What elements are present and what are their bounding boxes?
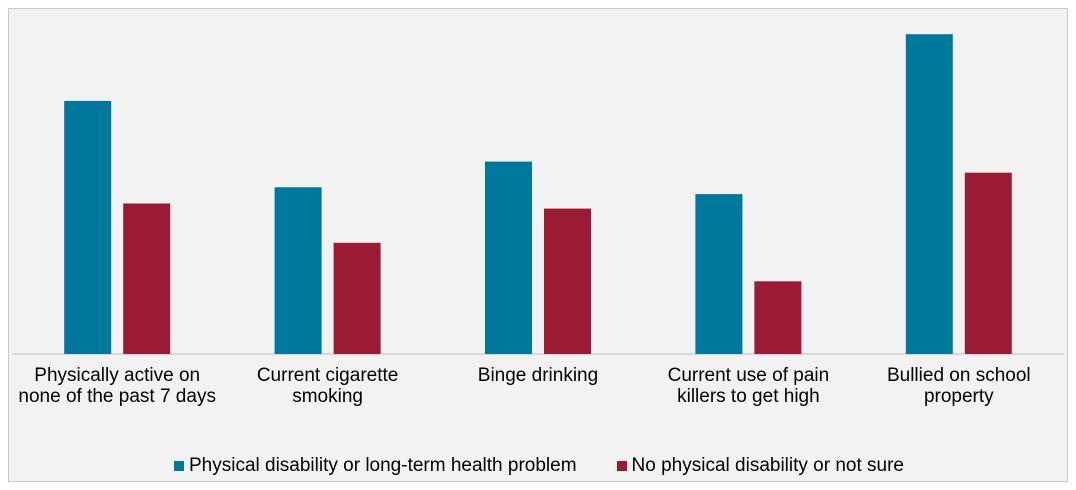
legend: Physical disability or long-term health … [9, 455, 1069, 477]
category-label: Current cigarette smoking [256, 365, 399, 407]
category-label: Physically active on none of the past 7 … [18, 365, 216, 407]
category-label: Current use of pain killers to get high [667, 365, 830, 407]
legend-swatch [173, 461, 184, 471]
bar-series-1-category-2 [274, 187, 322, 354]
legend-swatch [616, 461, 627, 471]
legend-item-series-2: No physical disability or not sure [616, 455, 905, 477]
bar-series-1-category-3 [485, 161, 532, 354]
legend-label: No physical disability or not sure [631, 455, 905, 476]
legend-item-series-1: Physical disability or long-term health … [173, 455, 577, 477]
category-label: Binge drinking [477, 365, 599, 386]
bar-series-2-category-4 [754, 281, 802, 354]
bar-series-1-category-1 [64, 100, 112, 355]
category-label: Bullied on school property [886, 365, 1031, 407]
legend-label: Physical disability or long-term health … [188, 455, 577, 476]
chart-frame: Physically active on none of the past 7 … [8, 8, 1068, 482]
bar-series-2-category-2 [333, 242, 381, 354]
bar-series-1-category-4 [695, 194, 743, 354]
bar-series-1-category-5 [905, 34, 953, 354]
bar-series-2-category-1 [123, 203, 171, 354]
bar-chart [12, 34, 1064, 355]
bar-series-2-category-5 [964, 172, 1012, 354]
bar-series-2-category-3 [544, 208, 591, 354]
